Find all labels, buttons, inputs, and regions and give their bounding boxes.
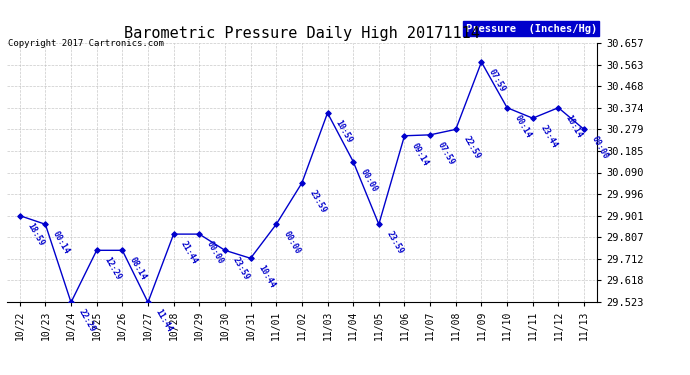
Text: 10:59: 10:59	[333, 118, 353, 145]
Text: 22:59: 22:59	[462, 135, 482, 161]
Text: 00:00: 00:00	[205, 240, 225, 266]
Text: 00:14: 00:14	[513, 113, 533, 140]
Title: Barometric Pressure Daily High 20171114: Barometric Pressure Daily High 20171114	[124, 26, 480, 40]
Point	[91, 247, 102, 253]
Text: 00:14: 00:14	[51, 230, 71, 256]
Point	[476, 59, 487, 65]
Point	[527, 115, 538, 121]
Point	[194, 231, 205, 237]
Point	[66, 299, 77, 305]
Text: 23:44: 23:44	[538, 124, 559, 150]
Point	[297, 180, 308, 186]
Point	[451, 126, 462, 132]
Text: 18:59: 18:59	[26, 221, 46, 248]
Point	[270, 221, 282, 227]
Point	[322, 110, 333, 116]
Point	[168, 231, 179, 237]
Point	[245, 255, 256, 261]
Point	[424, 132, 435, 138]
Text: 12:29: 12:29	[102, 256, 123, 282]
Point	[117, 247, 128, 253]
Text: Copyright 2017 Cartronics.com: Copyright 2017 Cartronics.com	[8, 39, 164, 48]
Point	[142, 299, 153, 305]
Point	[399, 133, 410, 139]
Point	[502, 105, 513, 111]
Point	[553, 105, 564, 111]
Point	[578, 126, 589, 132]
Point	[219, 247, 230, 253]
Text: 08:14: 08:14	[128, 256, 148, 282]
Text: 22:29: 22:29	[77, 308, 97, 334]
Text: 07:59: 07:59	[435, 140, 456, 166]
Point	[14, 213, 26, 219]
Point	[373, 221, 384, 227]
Text: 10:14: 10:14	[564, 113, 584, 140]
Text: 23:59: 23:59	[308, 189, 328, 215]
Text: 10:44: 10:44	[256, 264, 277, 290]
Text: 00:00: 00:00	[282, 230, 302, 256]
Text: 21:44: 21:44	[179, 240, 199, 266]
Text: 00:00: 00:00	[589, 135, 610, 161]
Point	[40, 221, 51, 227]
Text: 07:59: 07:59	[487, 68, 507, 94]
Text: 23:59: 23:59	[384, 230, 404, 256]
Text: 09:14: 09:14	[410, 141, 431, 168]
Text: 00:00: 00:00	[359, 167, 379, 193]
Text: Pressure  (Inches/Hg): Pressure (Inches/Hg)	[466, 24, 597, 34]
Point	[348, 159, 359, 165]
Text: 23:59: 23:59	[230, 256, 250, 282]
Text: 11:44: 11:44	[154, 308, 174, 334]
